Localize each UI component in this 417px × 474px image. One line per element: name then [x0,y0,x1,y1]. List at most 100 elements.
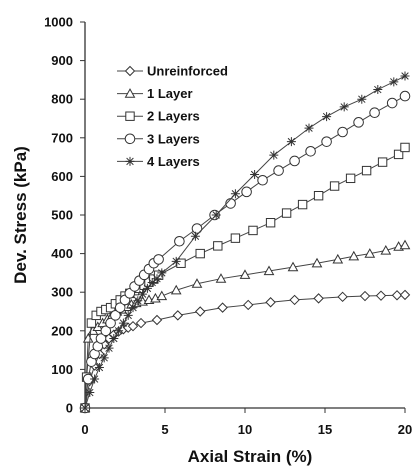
data-point-1-layer [364,248,376,258]
data-series [79,71,411,414]
data-point-1-layer [311,257,323,268]
data-point-2-layers [400,142,410,153]
data-point-unreinforced [127,320,139,332]
series-4-layers [80,71,410,413]
legend-marker-4-layers [125,156,135,166]
y-tick-label: 300 [51,285,73,300]
data-point-unreinforced [337,291,348,303]
legend-entry-3-layers: 3 Layers [117,131,200,146]
data-point-1-layer [348,250,360,261]
x-tick-label: 10 [238,422,252,437]
data-point-3-layers [257,174,268,186]
y-tick-label: 1000 [44,15,73,30]
legend-entry-1-layer: 1 Layer [117,86,193,101]
data-point-unreinforced [375,290,387,301]
data-point-4-layers [157,268,167,278]
data-point-1-layer [380,244,392,255]
data-point-unreinforced [135,317,147,329]
y-axis-title: Dev. Stress (kPa) [11,146,30,284]
legend-label: 2 Layers [147,109,200,124]
data-point-unreinforced [399,289,411,301]
data-point-4-layers [389,77,399,87]
data-point-unreinforced [289,294,300,306]
data-point-4-layers [152,274,162,284]
data-point-1-layer [215,273,227,283]
y-tick-label: 900 [51,53,73,68]
data-point-4-layers [269,150,279,160]
data-point-unreinforced [151,314,163,326]
x-tick-label: 5 [161,422,168,437]
data-point-2-layers [361,165,372,176]
data-point-1-layer [332,253,344,264]
legend-marker-1-layer [124,88,136,98]
data-point-4-layers [104,343,114,353]
data-point-4-layers [80,403,90,413]
data-point-3-layers [369,107,380,119]
y-tick-label: 0 [66,401,73,416]
data-point-unreinforced [172,310,184,321]
data-point-4-layers [211,210,221,220]
data-point-3-layers [321,136,332,147]
data-point-4-layers [138,289,148,299]
data-point-4-layers [373,85,383,95]
y-tick-label: 100 [51,362,73,377]
data-point-4-layers [250,169,260,179]
data-point-3-layers [273,165,284,176]
data-point-2-layers [265,218,276,228]
legend-label: 3 Layers [147,131,200,146]
x-tick-label: 15 [318,422,332,437]
legend-label: Unreinforced [147,64,228,79]
data-point-3-layers [399,90,411,102]
data-point-4-layers [133,296,143,306]
tick-marks [80,21,406,413]
data-point-4-layers [85,388,95,398]
data-point-4-layers [123,310,133,320]
data-point-unreinforced [265,297,276,308]
y-tick-label: 800 [51,92,73,107]
data-point-3-layers [100,325,112,337]
data-point-3-layers [289,155,300,167]
data-point-3-layers [337,126,348,138]
data-point-2-layers [230,233,241,243]
data-point-2-layers [248,225,258,236]
data-point-2-layers [313,191,324,201]
y-tick-label: 500 [51,208,73,223]
data-point-3-layers [114,302,126,313]
data-point-4-layers [400,71,410,81]
legend: Unreinforced 1 Layer 2 Layers 3 Layers 4 Lay… [117,64,228,169]
y-tick-label: 700 [51,130,73,145]
axes [84,22,405,409]
data-point-4-layers [147,278,157,288]
data-point-3-layers [191,223,203,234]
data-point-unreinforced [359,290,371,302]
data-point-4-layers [322,112,332,122]
data-point-3-layers [305,146,316,157]
legend-entry-2-layers: 2 Layers [117,109,200,124]
data-point-3-layers [110,310,121,321]
legend-label: 1 Layer [147,86,193,101]
data-point-unreinforced [313,293,324,304]
y-tick-label: 400 [51,246,73,261]
x-tick-label: 20 [398,422,412,437]
data-point-2-layers [213,241,223,251]
data-point-3-layers [174,235,185,247]
data-point-unreinforced [194,306,206,317]
legend-marker-3-layers [124,133,136,145]
data-point-2-layers [377,157,388,167]
data-point-2-layers [329,181,340,191]
data-point-unreinforced [242,299,254,311]
tick-labels: 0 100 200 300 400 500 600 700 800 900 1000 0 5 10 15 20 [44,15,412,438]
data-point-1-layer [399,239,411,250]
legend-entry-unreinforced: Unreinforced [117,64,228,79]
data-point-4-layers [142,283,152,293]
data-point-4-layers [94,362,104,372]
data-point-1-layer [287,261,299,272]
data-point-2-layers [153,270,164,280]
data-point-4-layers [99,353,109,363]
series-3-layers [79,90,411,414]
data-point-4-layers [230,189,240,199]
y-tick-label: 200 [51,323,73,338]
data-point-3-layers [105,317,116,329]
data-point-4-layers [190,231,200,241]
